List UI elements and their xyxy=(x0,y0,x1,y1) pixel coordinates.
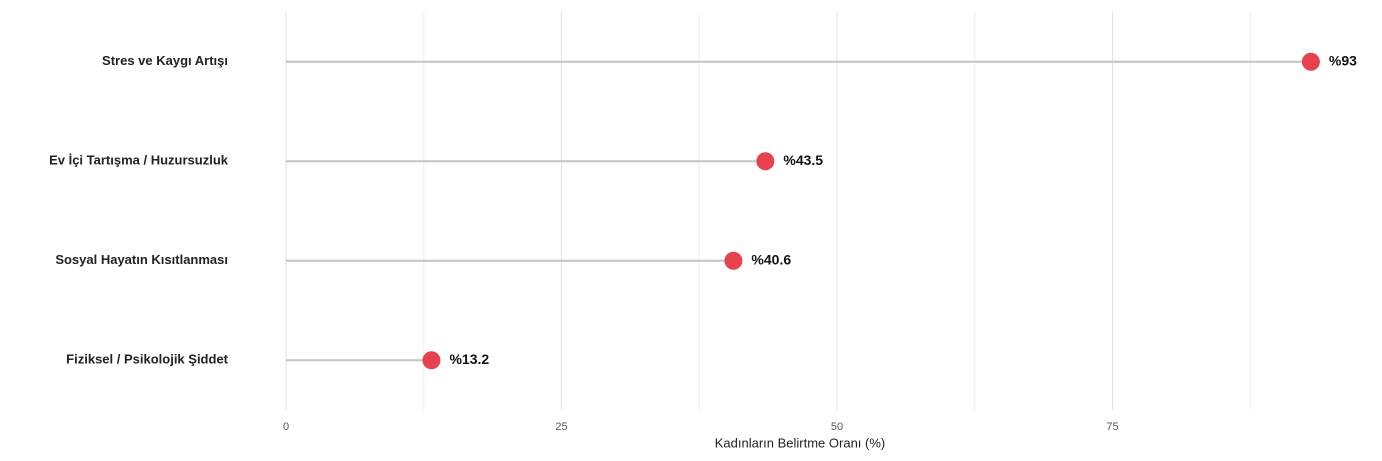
x-axis-title: Kadınların Belirtme Oranı (%) xyxy=(715,435,886,450)
dot xyxy=(756,152,775,171)
x-tick-label: 25 xyxy=(555,421,567,433)
x-tick-label: 50 xyxy=(831,421,843,433)
x-tick-label: 0 xyxy=(283,421,289,433)
dot xyxy=(1301,52,1320,71)
value-label: %40.6 xyxy=(751,251,791,267)
value-label: %43.5 xyxy=(783,152,823,168)
dot xyxy=(724,251,743,270)
value-label: %93 xyxy=(1329,52,1357,68)
y-tick-label: Sosyal Hayatın Kısıtlanması xyxy=(55,252,228,267)
dot xyxy=(422,351,441,370)
x-tick-label: 75 xyxy=(1106,421,1118,433)
y-tick-label: Ev İçi Tartışma / Huzursuzluk xyxy=(49,153,229,168)
y-tick-label: Fiziksel / Psikolojik Şiddet xyxy=(66,352,228,367)
y-tick-label: Stres ve Kaygı Artışı xyxy=(102,53,228,68)
value-label: %13.2 xyxy=(449,351,489,367)
